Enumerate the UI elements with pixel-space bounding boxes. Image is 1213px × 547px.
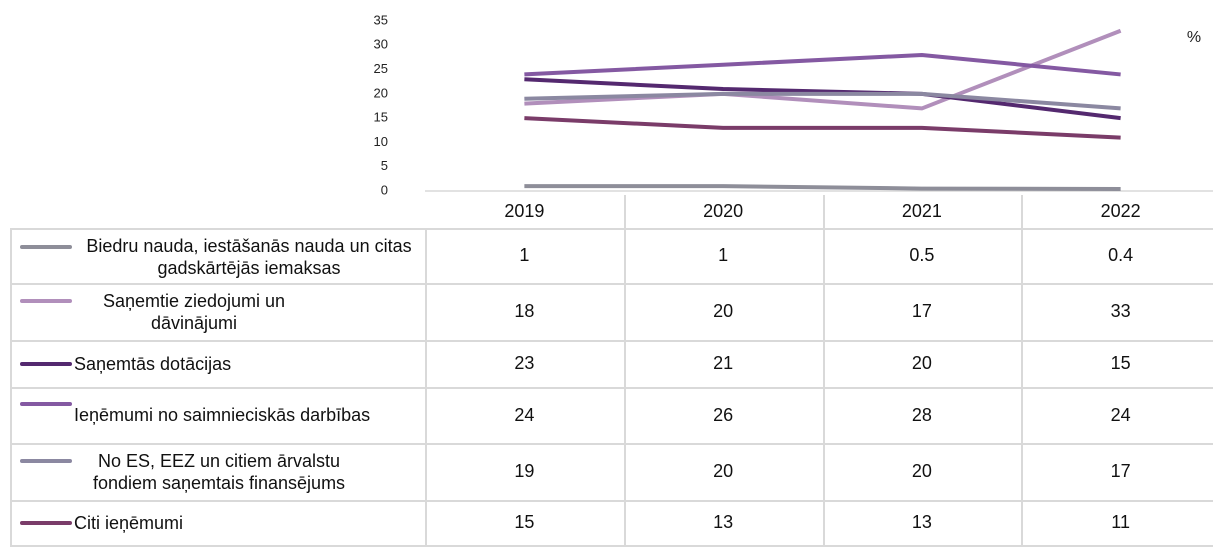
legend-cell: No ES, EEZ un citiem ārvalstu fondiem sa…	[10, 443, 427, 502]
column-header: 2022	[1021, 195, 1213, 230]
y-tick-label: 0	[381, 182, 388, 197]
value-cell: 13	[623, 500, 825, 547]
value-cell: 1	[623, 228, 825, 285]
legend-swatch	[20, 361, 72, 366]
legend-cell: Citi ieņēmumi	[10, 500, 427, 547]
legend-label: Ieņēmumi no saimnieciskās darbības	[74, 405, 371, 425]
value-cell: 19	[425, 443, 626, 502]
legend-label: Saņemtie ziedojumi un dāvinājumi	[102, 290, 286, 333]
legend-swatch	[20, 244, 72, 249]
unit-label: %	[1187, 29, 1201, 46]
legend-cell: Saņemtās dotācijas	[10, 340, 427, 389]
value-cell: 21	[623, 340, 825, 389]
value-cell: 15	[1021, 340, 1213, 389]
value-cell: 15	[425, 500, 626, 547]
legend-cell: Ieņēmumi no saimnieciskās darbības	[10, 387, 427, 445]
series-line	[524, 77, 1121, 121]
column-header: 2021	[822, 195, 1024, 230]
legend-swatch	[20, 520, 72, 525]
value-cell: 20	[623, 443, 825, 502]
value-cell: 18	[425, 283, 626, 342]
value-cell: 0.4	[1021, 228, 1213, 285]
y-tick-label: 25	[374, 61, 388, 76]
column-header: 2020	[623, 195, 825, 230]
value-cell: 17	[1021, 443, 1213, 502]
series-line	[524, 91, 1121, 111]
legend-cell: Saņemtie ziedojumi un dāvinājumi	[10, 283, 427, 342]
value-cell: 28	[822, 387, 1024, 445]
y-tick-label: 10	[374, 134, 388, 149]
value-cell: 24	[425, 387, 626, 445]
series-line	[524, 53, 1121, 77]
series-line	[524, 28, 1122, 111]
value-cell: 11	[1021, 500, 1213, 547]
value-cell: 20	[822, 443, 1024, 502]
series-line	[524, 184, 1121, 192]
y-tick-label: 5	[381, 158, 388, 173]
value-cell: 26	[623, 387, 825, 445]
y-tick-label: 35	[374, 12, 388, 27]
value-cell: 23	[425, 340, 626, 389]
column-header: 2019	[425, 195, 626, 230]
series-line	[524, 116, 1121, 140]
value-cell: 0.5	[822, 228, 1024, 285]
value-cell: 24	[1021, 387, 1213, 445]
legend-swatch	[20, 298, 72, 303]
y-tick-label: 15	[374, 110, 388, 125]
legend-label: Citi ieņēmumi	[74, 512, 184, 533]
legend-cell: Biedru nauda, iestāšanās nauda un citas …	[10, 228, 427, 285]
value-cell: 13	[822, 500, 1024, 547]
y-tick-label: 30	[374, 37, 388, 52]
value-cell: 20	[623, 283, 825, 342]
value-cell: 17	[822, 283, 1024, 342]
legend-swatch	[20, 458, 72, 463]
legend-label: Saņemtās dotācijas	[74, 353, 232, 374]
legend-label: No ES, EEZ un citiem ārvalstu fondiem sa…	[92, 450, 346, 493]
value-cell: 1	[425, 228, 626, 285]
legend-label: Biedru nauda, iestāšanās nauda un citas …	[86, 235, 412, 278]
value-cell: 33	[1021, 283, 1213, 342]
value-cell: 20	[822, 340, 1024, 389]
legend-swatch	[20, 402, 72, 406]
y-tick-label: 20	[374, 85, 388, 100]
